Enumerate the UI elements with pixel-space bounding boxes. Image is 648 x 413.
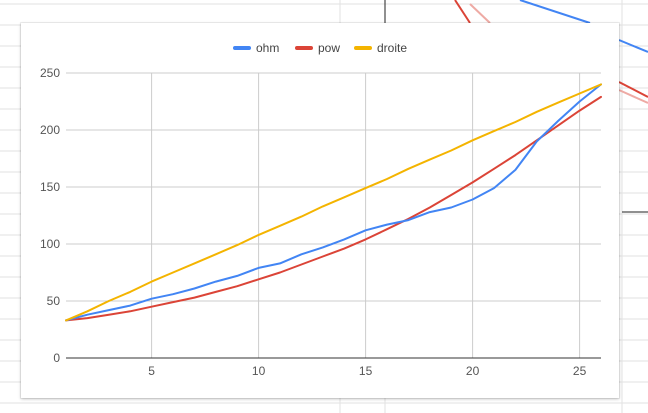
grid-lines	[66, 72, 601, 358]
legend-item-ohm[interactable]: ohm	[233, 41, 279, 55]
y-tick-label: 0	[53, 351, 60, 365]
y-tick-label: 250	[40, 66, 60, 80]
y-tick-label: 200	[40, 123, 60, 137]
x-tick-label: 20	[466, 364, 480, 378]
background-chart-line	[618, 81, 648, 98]
line-chart: 0 50 100 150 200 250 5 10 15 20 25 ohm pow droite	[40, 41, 602, 378]
series-line-ohm[interactable]	[65, 83, 602, 322]
x-tick-label: 15	[359, 364, 373, 378]
chart-card[interactable]: 0 50 100 150 200 250 5 10 15 20 25 ohm pow droite	[21, 23, 619, 398]
x-tick-label: 5	[148, 364, 155, 378]
legend-label: pow	[318, 41, 340, 55]
legend-label: ohm	[256, 41, 279, 55]
y-tick-label: 50	[47, 294, 61, 308]
y-tick-label: 150	[40, 180, 60, 194]
y-tick-label: 100	[40, 237, 60, 251]
x-tick-label: 25	[573, 364, 587, 378]
background-chart-line	[519, 0, 591, 24]
background-chart-line	[618, 39, 648, 53]
x-tick-label: 10	[252, 364, 266, 378]
background-chart-line	[469, 3, 491, 24]
series-line-droite[interactable]	[65, 83, 602, 322]
series-lines	[65, 83, 602, 322]
background-chart-line	[618, 89, 648, 104]
legend-label: droite	[377, 41, 407, 55]
background-chart-line	[454, 0, 471, 24]
legend-item-droite[interactable]: droite	[354, 41, 407, 55]
axes: 0 50 100 150 200 250 5 10 15 20 25	[40, 66, 601, 378]
series-line-pow[interactable]	[65, 95, 602, 322]
legend-item-pow[interactable]: pow	[295, 41, 340, 55]
legend: ohm pow droite	[233, 41, 407, 55]
